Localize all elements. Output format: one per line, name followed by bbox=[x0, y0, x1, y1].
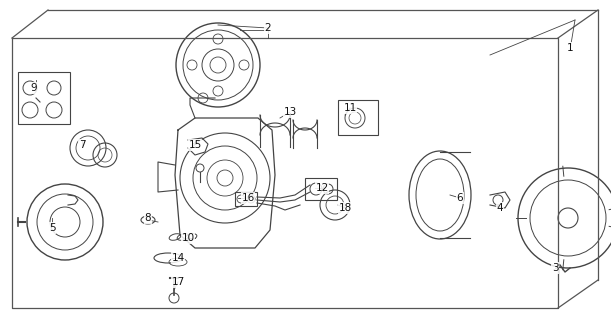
Text: 7: 7 bbox=[79, 140, 86, 150]
Text: 8: 8 bbox=[145, 213, 152, 223]
Text: 14: 14 bbox=[171, 253, 185, 263]
Text: 15: 15 bbox=[188, 140, 202, 150]
Text: 6: 6 bbox=[456, 193, 463, 203]
Text: 16: 16 bbox=[241, 193, 255, 203]
Text: 10: 10 bbox=[181, 233, 194, 243]
Bar bbox=[18, 72, 70, 124]
Bar bbox=[235, 192, 257, 206]
Bar bbox=[338, 100, 378, 135]
Text: 13: 13 bbox=[284, 107, 296, 117]
Text: 2: 2 bbox=[265, 23, 271, 33]
Text: 18: 18 bbox=[338, 203, 351, 213]
Bar bbox=[305, 178, 337, 200]
Text: 5: 5 bbox=[49, 223, 56, 233]
Text: 9: 9 bbox=[31, 83, 37, 93]
Text: 17: 17 bbox=[171, 277, 185, 287]
Text: 1: 1 bbox=[566, 43, 573, 53]
Text: 12: 12 bbox=[315, 183, 329, 193]
Text: 4: 4 bbox=[497, 203, 503, 213]
Text: 11: 11 bbox=[343, 103, 357, 113]
Text: 3: 3 bbox=[552, 263, 558, 273]
